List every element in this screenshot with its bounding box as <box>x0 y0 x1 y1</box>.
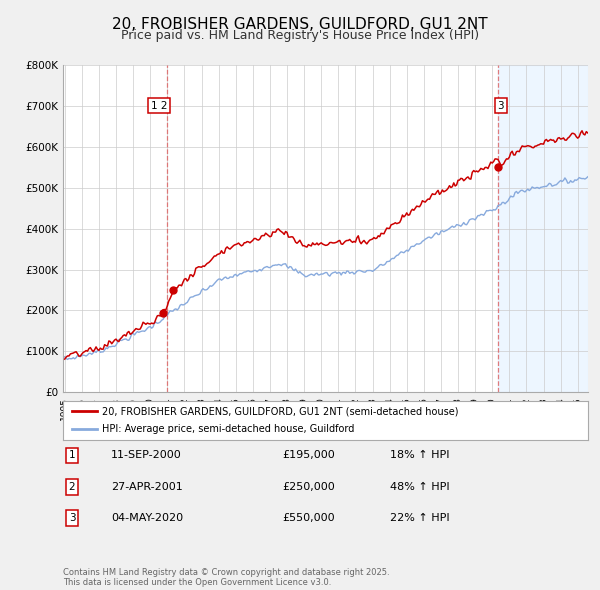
Text: £550,000: £550,000 <box>282 513 335 523</box>
Text: HPI: Average price, semi-detached house, Guildford: HPI: Average price, semi-detached house,… <box>103 424 355 434</box>
Text: 11-SEP-2000: 11-SEP-2000 <box>111 451 182 460</box>
Text: 18% ↑ HPI: 18% ↑ HPI <box>390 451 449 460</box>
Text: 22% ↑ HPI: 22% ↑ HPI <box>390 513 449 523</box>
Text: 3: 3 <box>497 101 504 111</box>
Text: Contains HM Land Registry data © Crown copyright and database right 2025.
This d: Contains HM Land Registry data © Crown c… <box>63 568 389 587</box>
Text: 04-MAY-2020: 04-MAY-2020 <box>111 513 183 523</box>
Text: 1: 1 <box>68 451 76 460</box>
Text: 20, FROBISHER GARDENS, GUILDFORD, GU1 2NT: 20, FROBISHER GARDENS, GUILDFORD, GU1 2N… <box>112 17 488 31</box>
Text: 48% ↑ HPI: 48% ↑ HPI <box>390 482 449 491</box>
Text: £250,000: £250,000 <box>282 482 335 491</box>
Text: Price paid vs. HM Land Registry's House Price Index (HPI): Price paid vs. HM Land Registry's House … <box>121 30 479 42</box>
Bar <box>498 65 588 392</box>
Text: 3: 3 <box>68 513 76 523</box>
Text: 1 2: 1 2 <box>151 101 167 111</box>
Text: £195,000: £195,000 <box>282 451 335 460</box>
Text: 2: 2 <box>68 482 76 491</box>
Text: 27-APR-2001: 27-APR-2001 <box>111 482 183 491</box>
Text: 20, FROBISHER GARDENS, GUILDFORD, GU1 2NT (semi-detached house): 20, FROBISHER GARDENS, GUILDFORD, GU1 2N… <box>103 406 459 416</box>
